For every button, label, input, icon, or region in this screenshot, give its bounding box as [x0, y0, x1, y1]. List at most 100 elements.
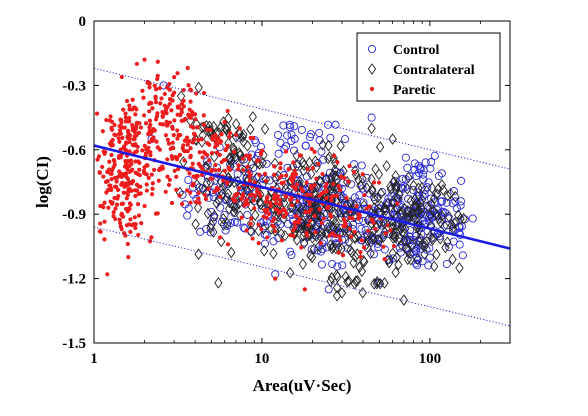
data-point [350, 216, 355, 221]
data-point [112, 175, 118, 180]
data-point [210, 209, 219, 222]
data-point [231, 202, 240, 214]
data-point [278, 161, 283, 166]
data-point [375, 216, 384, 228]
data-point [317, 260, 326, 269]
data-point [214, 277, 223, 289]
data-point [166, 141, 172, 146]
data-point [306, 223, 311, 228]
data-point [207, 219, 216, 231]
data-point [338, 261, 347, 270]
data-point [429, 192, 439, 205]
data-point [165, 174, 170, 179]
data-point [210, 151, 219, 163]
data-point [318, 195, 327, 208]
data-point [278, 166, 283, 171]
data-point [191, 218, 200, 230]
data-point [245, 164, 250, 169]
data-point [270, 225, 280, 237]
data-point [457, 176, 466, 185]
data-point [306, 168, 316, 180]
data-point [417, 207, 426, 220]
data-point [393, 219, 402, 232]
data-point [152, 128, 157, 133]
data-point [423, 201, 433, 213]
x-axis-label: Area(uV·Sec) [253, 376, 352, 395]
data-point [176, 90, 186, 102]
data-point [235, 209, 245, 222]
data-point [285, 266, 295, 279]
data-point [105, 179, 110, 184]
data-point [329, 152, 338, 165]
data-point [225, 196, 234, 209]
data-point [362, 192, 367, 198]
data-point [127, 133, 133, 138]
data-point [388, 228, 393, 233]
data-point [239, 223, 248, 232]
data-point [402, 244, 412, 256]
data-point [209, 150, 215, 156]
data-point [354, 204, 359, 209]
data-point [141, 113, 147, 118]
data-point [117, 131, 122, 137]
lower-bound-line [94, 226, 510, 327]
data-point [296, 220, 302, 225]
y-tick-label: -1.5 [62, 336, 86, 352]
legend-label: Contralateral [393, 63, 475, 78]
data-point [388, 247, 397, 260]
data-point [435, 232, 444, 241]
data-point [425, 244, 434, 253]
data-point [281, 214, 286, 219]
data-point [181, 98, 186, 103]
data-point [414, 182, 423, 194]
x-tick-label: 1 [90, 351, 98, 367]
data-point [319, 220, 324, 226]
data-point [135, 202, 141, 207]
data-point [246, 217, 256, 230]
data-point [367, 173, 376, 185]
data-point [292, 168, 297, 173]
data-point [330, 164, 340, 176]
data-point [117, 139, 122, 144]
data-point [289, 203, 295, 208]
data-point [188, 155, 193, 160]
data-point [142, 57, 147, 62]
data-point [116, 136, 121, 141]
data-point [162, 103, 167, 108]
data-point [333, 233, 338, 238]
data-point [240, 156, 245, 161]
data-point [166, 182, 172, 187]
data-point [283, 131, 292, 140]
data-point [104, 117, 109, 123]
data-point [169, 200, 175, 206]
data-point [394, 258, 403, 271]
data-point [132, 129, 137, 135]
plot-frame [93, 20, 511, 344]
data-point [153, 117, 159, 122]
data-point [328, 240, 338, 253]
data-point [130, 179, 136, 184]
data-point [223, 157, 228, 163]
data-point [179, 201, 185, 207]
data-point [178, 132, 183, 138]
legend-item-contralateral: Contralateral [367, 63, 475, 78]
data-point [347, 180, 356, 189]
data-point [124, 98, 130, 104]
data-point [149, 172, 154, 177]
data-point [283, 194, 289, 199]
data-point [334, 206, 343, 219]
data-point [240, 224, 249, 233]
data-point [274, 196, 279, 201]
data-point [280, 229, 290, 242]
data-point [272, 229, 277, 234]
data-point [107, 141, 113, 146]
data-point [396, 208, 405, 221]
data-point [155, 76, 160, 82]
data-point [116, 155, 122, 160]
data-point [252, 206, 257, 211]
data-point [302, 172, 311, 181]
data-point [137, 121, 142, 126]
data-point [175, 71, 180, 76]
data-point [296, 204, 306, 216]
data-point [323, 221, 332, 234]
